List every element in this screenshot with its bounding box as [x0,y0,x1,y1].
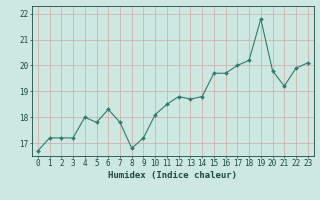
X-axis label: Humidex (Indice chaleur): Humidex (Indice chaleur) [108,171,237,180]
